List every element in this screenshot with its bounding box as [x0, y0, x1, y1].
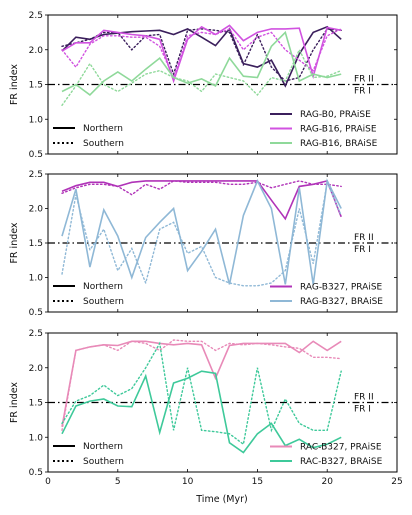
series-line-rag-b327-braise-southern	[61, 179, 342, 287]
series-line-rac-b327-praise-northern	[61, 340, 342, 427]
legend-series-label: RAG-B327, BRAiSE	[300, 297, 383, 307]
legend-southern-label: Southern	[83, 139, 124, 149]
x-axis-label: Time (Myr)	[195, 494, 247, 505]
fr-i-label: FR I	[354, 87, 371, 97]
legend-northern-label: Northern	[83, 124, 123, 134]
y-tick-label: 1.5	[29, 399, 43, 409]
y-tick-label: 2.0	[29, 205, 44, 215]
y-tick-label: 1.0	[29, 115, 44, 125]
series-line-rag-b16-braise-northern	[61, 30, 342, 96]
fr-ii-label: FR II	[354, 393, 374, 403]
y-axis-label: FR index	[9, 64, 20, 105]
legend-northern-label: Northern	[83, 282, 123, 292]
series-legend: RAG-B0, PRAiSE RAG-B16, PRAiSE RAG-B16, BR…	[270, 110, 378, 149]
fr-ii-label: FR II	[354, 233, 374, 243]
series-line-rag-b327-braise-northern	[61, 178, 342, 285]
series-group	[61, 24, 342, 107]
series-line-rag-b16-praise-northern	[61, 24, 342, 84]
legend-southern-label: Southern	[83, 457, 124, 467]
chart-panel-3: 0.5 1.0 1.5 2.0 2.5 0 5 10 15 20 25 FR index FR II FR…	[9, 329, 403, 487]
legend-series-label: RAG-B16, PRAiSE	[300, 125, 377, 135]
y-tick-label: 1.0	[29, 274, 44, 284]
y-tick-label: 1.0	[29, 433, 44, 443]
y-axis-label: FR index	[9, 222, 20, 263]
y-tick-label: 2.0	[29, 46, 44, 56]
chart-panel-2: 0.5 1.0 1.5 2.0 2.5 FR index FR II FR I Northern…	[9, 170, 398, 318]
series-group	[61, 178, 342, 287]
x-tick-label: 10	[182, 477, 194, 487]
style-legend: Northern Southern	[53, 124, 124, 149]
fr-i-label: FR I	[354, 405, 371, 415]
y-tick-label: 2.5	[29, 170, 43, 180]
legend-southern-label: Southern	[83, 297, 124, 307]
plot-frame	[47, 173, 398, 313]
legend-series-label: RAG-B327, PRAiSE	[300, 283, 383, 293]
y-tick-label: 2.5	[29, 329, 43, 339]
legend-series-label: RAG-B16, BRAiSE	[300, 139, 378, 149]
series-line-rag-b327-praise-northern	[61, 179, 342, 221]
style-legend: Northern Southern	[53, 282, 124, 307]
x-tick-label: 20	[321, 477, 333, 487]
y-axis-label: FR index	[9, 382, 20, 423]
plot-frame	[47, 332, 398, 473]
y-tick-label: 1.5	[29, 81, 43, 91]
series-line-rag-b0-praise-southern	[61, 28, 342, 82]
y-tick-label: 0.5	[29, 308, 43, 318]
series-line-rag-b327-praise-southern	[61, 180, 342, 196]
fr-ii-label: FR II	[354, 75, 374, 85]
fr-i-label: FR I	[354, 245, 371, 255]
y-tick-label: 0.5	[29, 468, 43, 478]
series-line-rag-b16-praise-southern	[61, 28, 342, 80]
legend-series-label: RAC-B327, BRAiSE	[300, 457, 383, 467]
series-legend: RAG-B327, PRAiSE RAG-B327, BRAiSE	[270, 283, 383, 307]
series-line-rag-b16-braise-southern	[61, 48, 342, 107]
y-tick-label: 2.0	[29, 364, 44, 374]
x-tick-label: 5	[115, 477, 121, 487]
y-tick-label: 0.5	[29, 150, 43, 160]
y-tick-label: 2.5	[29, 11, 43, 21]
legend-series-label: RAG-B0, PRAiSE	[300, 110, 371, 120]
x-tick-label: 15	[252, 477, 263, 487]
series-group	[61, 339, 342, 454]
plot-frame	[47, 14, 398, 155]
series-legend: RAC-B327, PRAiSE RAC-B327, BRAiSE	[270, 443, 383, 467]
y-tick-label: 1.5	[29, 239, 43, 249]
series-line-rac-b327-braise-southern	[61, 341, 342, 446]
chart-panel-1: 0.5 1.0 1.5 2.0 2.5 FR index FR II FR I Northern…	[9, 11, 398, 160]
x-tick-label: 25	[391, 477, 402, 487]
legend-series-label: RAC-B327, PRAiSE	[300, 443, 382, 453]
x-tick-label: 0	[45, 477, 51, 487]
series-line-rac-b327-braise-northern	[61, 370, 342, 454]
style-legend: Northern Southern	[53, 442, 124, 467]
series-line-rac-b327-praise-southern	[61, 339, 342, 431]
legend-northern-label: Northern	[83, 442, 123, 452]
